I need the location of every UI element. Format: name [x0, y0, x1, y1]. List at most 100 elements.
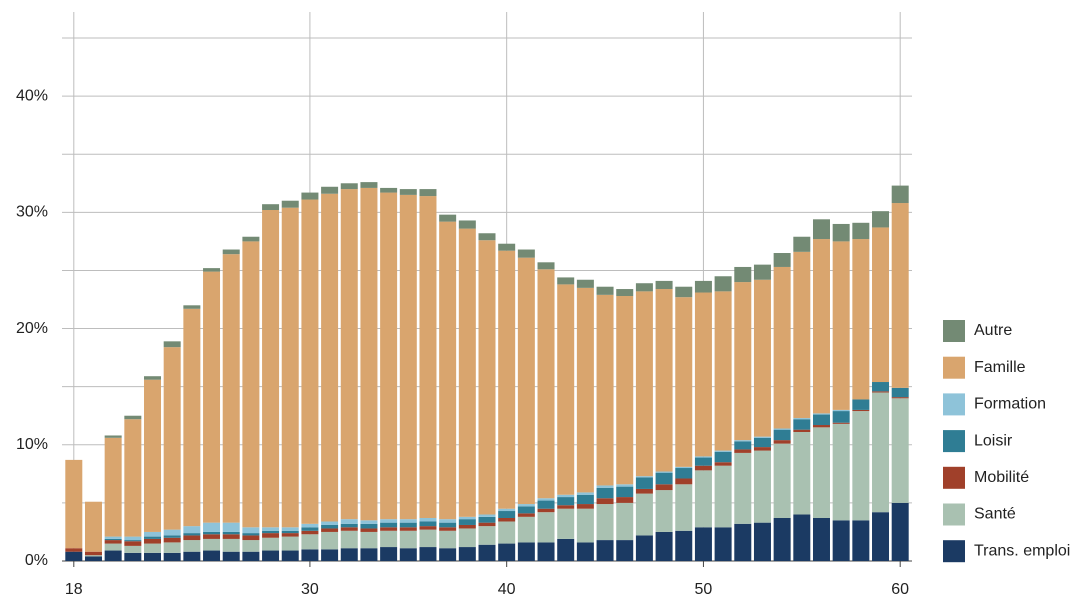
bar-segment	[576, 494, 594, 505]
bar-segment	[222, 249, 240, 255]
bar-segment	[734, 266, 752, 283]
bar-segment	[124, 552, 142, 561]
bar-segment	[380, 519, 398, 523]
bar-segment	[340, 183, 358, 190]
bar-segment	[124, 415, 142, 420]
bar-segment	[419, 529, 437, 548]
bar-segment	[557, 505, 575, 509]
bar-segment	[812, 427, 830, 518]
bar-segment	[262, 210, 280, 528]
bar-segment	[478, 516, 496, 523]
bar-segment	[537, 508, 555, 513]
bar-segment	[163, 552, 181, 561]
bar-segment	[753, 450, 771, 523]
bar-segment	[183, 305, 201, 309]
bar-segment	[458, 220, 476, 229]
legend-swatch	[943, 393, 965, 416]
bar-segment	[714, 291, 732, 451]
bar-segment	[124, 419, 142, 537]
bar-segment	[104, 540, 122, 544]
bar-segment	[832, 422, 850, 424]
legend-label: Loisir	[974, 432, 1013, 449]
legend-swatch	[943, 320, 965, 342]
bar-segment	[537, 500, 555, 509]
bar-segment	[478, 522, 496, 527]
bar-segment	[675, 297, 693, 467]
bar-segment	[242, 236, 260, 242]
bar-segment	[498, 508, 516, 512]
bar-segment	[596, 504, 614, 541]
legend-swatch	[943, 540, 965, 563]
bar-segment	[517, 513, 535, 517]
bar-segment	[380, 522, 398, 528]
bar-segment	[144, 536, 162, 539]
bar-segment	[517, 249, 535, 258]
bar-segment	[242, 533, 260, 536]
bar-segment	[498, 243, 516, 251]
bar-segment	[104, 538, 122, 541]
bar-segment	[321, 521, 339, 525]
bar-segment	[439, 530, 457, 549]
bar-segment	[872, 382, 890, 392]
bar-segment	[340, 523, 358, 528]
bar-segment	[734, 452, 752, 524]
bar-segment	[872, 392, 890, 513]
bar-segment	[576, 542, 594, 561]
bar-segment	[301, 523, 319, 528]
bar-segment	[104, 550, 122, 561]
bar-segment	[104, 435, 122, 438]
bar-segment	[891, 185, 909, 204]
bar-segment	[439, 221, 457, 520]
bar-segment	[84, 556, 102, 561]
bar-segment	[380, 530, 398, 548]
bar-segment	[104, 437, 122, 537]
legend-label: Autre	[974, 322, 1012, 339]
bar-segment	[262, 550, 280, 561]
bar-segment	[439, 527, 457, 531]
bar-segment	[694, 527, 712, 561]
x-tick-label: 18	[65, 581, 83, 598]
bar-segment	[144, 552, 162, 561]
bar-segment	[124, 536, 142, 541]
bar-segment	[183, 551, 201, 561]
bar-segment	[478, 514, 496, 517]
bar-segment	[458, 516, 476, 520]
bar-segment	[596, 485, 614, 488]
bar-segment	[281, 536, 299, 551]
bar-segment	[203, 550, 221, 561]
bar-segment	[616, 296, 634, 485]
bar-segment	[301, 534, 319, 550]
y-tick-label: 40%	[16, 87, 48, 104]
bar-segment	[832, 411, 850, 423]
bar-segment	[144, 531, 162, 537]
bar-segment	[163, 341, 181, 348]
bar-segment	[812, 517, 830, 561]
bar-segment	[360, 548, 378, 561]
bar-segment	[144, 543, 162, 553]
bar-segment	[812, 413, 830, 415]
bar-segment	[714, 276, 732, 292]
bar-segment	[872, 512, 890, 561]
bar-segment	[557, 538, 575, 561]
bar-segment	[163, 529, 181, 536]
bar-segment	[773, 428, 791, 430]
bar-segment	[458, 547, 476, 561]
bar-segment	[498, 543, 516, 561]
legend-swatch	[943, 430, 965, 453]
bar-segment	[537, 498, 555, 501]
bar-segment	[419, 517, 437, 522]
bar-segment	[675, 530, 693, 561]
y-tick-label: 20%	[16, 320, 48, 337]
bar-segment	[832, 423, 850, 521]
bar-segment	[203, 538, 221, 551]
bar-segment	[498, 250, 516, 509]
bar-segment	[242, 527, 260, 534]
bar-segment	[714, 465, 732, 528]
y-tick-label: 10%	[16, 436, 48, 453]
bar-segment	[832, 409, 850, 412]
bar-segment	[360, 520, 378, 524]
bar-segment	[832, 241, 850, 410]
bar-segment	[478, 526, 496, 545]
bar-segment	[183, 535, 201, 541]
bar-segment	[852, 399, 870, 410]
